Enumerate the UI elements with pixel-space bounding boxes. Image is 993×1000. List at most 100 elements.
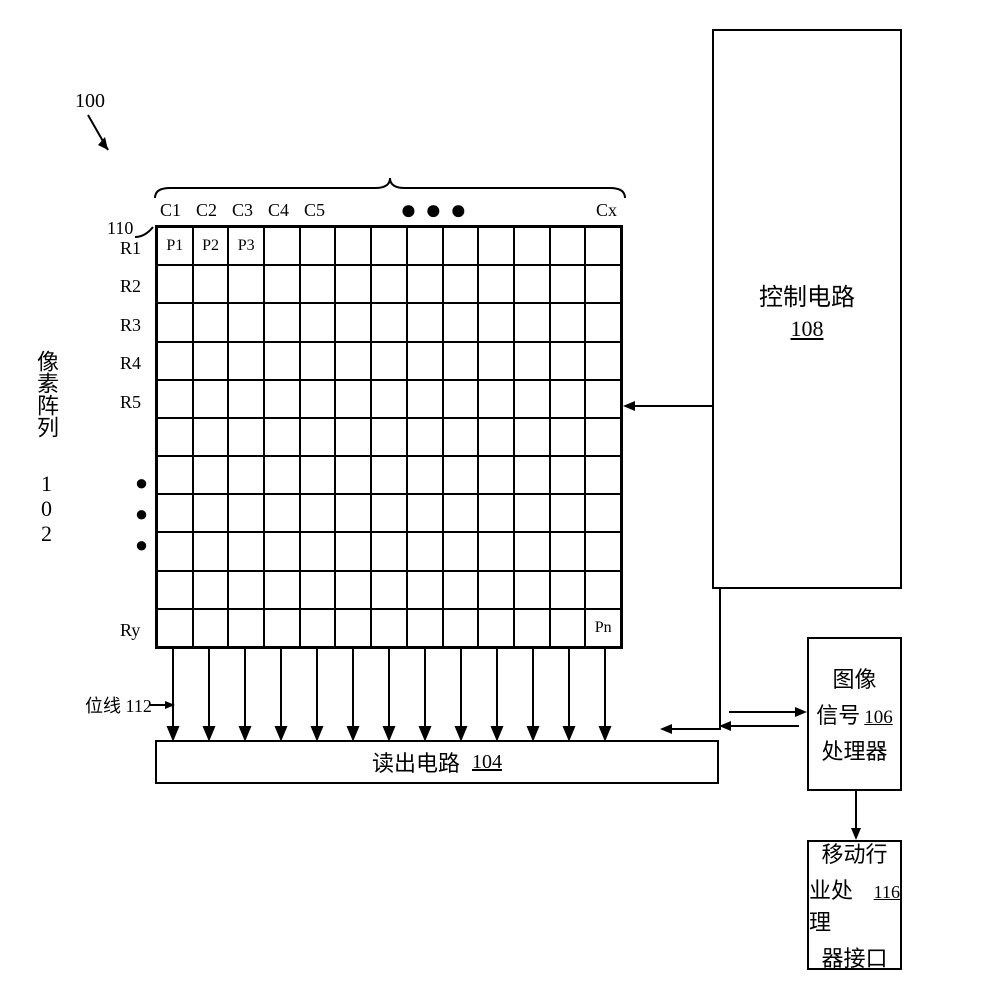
grid-cell (193, 342, 229, 380)
grid-cell (371, 456, 407, 494)
grid-cell (335, 227, 371, 265)
row-dots: ●●● (128, 470, 154, 563)
grid-cell (478, 303, 514, 341)
grid-cell (550, 342, 586, 380)
grid-cell (371, 609, 407, 647)
column-brace (140, 170, 640, 200)
grid-cell (407, 494, 443, 532)
grid-cell (228, 418, 264, 456)
grid-cell (300, 609, 336, 647)
grid-cell (443, 265, 479, 303)
grid-cell (443, 342, 479, 380)
grid-cell (514, 456, 550, 494)
grid-cell (478, 265, 514, 303)
grid-cell (264, 380, 300, 418)
readout-label: 读出电路 (372, 746, 460, 778)
grid-cell (157, 342, 193, 380)
isp-block: 图像 信号 106 处理器 (807, 637, 902, 791)
grid-cell (300, 342, 336, 380)
grid-cell (264, 532, 300, 570)
grid-cell (335, 456, 371, 494)
bit-line-label: 位线 112 (85, 692, 152, 718)
grid-cell (443, 418, 479, 456)
grid-cell (407, 418, 443, 456)
grid-cell (407, 265, 443, 303)
grid-cell (550, 227, 586, 265)
grid-cell (264, 342, 300, 380)
grid-cell (550, 532, 586, 570)
grid-cell (478, 418, 514, 456)
bit-line-arrow (150, 700, 180, 710)
corner-ref: 110 (107, 218, 133, 239)
grid-cell (228, 456, 264, 494)
grid-cell (157, 609, 193, 647)
grid-cell (264, 265, 300, 303)
grid-cell (300, 532, 336, 570)
col-c2: C2 (196, 200, 217, 221)
grid-cell (585, 342, 621, 380)
grid-cell (407, 303, 443, 341)
grid-cell (371, 532, 407, 570)
grid-cell (335, 571, 371, 609)
isp-ref: 106 (864, 707, 893, 729)
grid-cell (371, 418, 407, 456)
col-c3: C3 (232, 200, 253, 221)
control-to-grid-arrow (623, 400, 715, 412)
grid-cell (300, 418, 336, 456)
grid-cell (157, 571, 193, 609)
grid-cell (264, 609, 300, 647)
grid-cell (371, 342, 407, 380)
bit-line-ref: 112 (126, 696, 152, 716)
grid-cell (478, 571, 514, 609)
grid-cell (550, 380, 586, 418)
figure-ref: 100 (75, 90, 105, 113)
grid-cell (478, 494, 514, 532)
grid-cell (335, 532, 371, 570)
grid-cell (193, 265, 229, 303)
grid-cell (443, 227, 479, 265)
grid-cell (550, 456, 586, 494)
grid-cell (407, 342, 443, 380)
row-r2: R2 (120, 276, 141, 297)
grid-cell (228, 303, 264, 341)
grid-cell (193, 418, 229, 456)
isp-l3: 处理器 (821, 734, 887, 766)
grid-cell (371, 303, 407, 341)
grid-cell (478, 380, 514, 418)
pixel-p1: P1 (157, 227, 193, 265)
pixel-p2: P2 (193, 227, 229, 265)
grid-cell (228, 342, 264, 380)
isp-l2: 信号 (816, 698, 860, 730)
row-ry: Ry (120, 620, 140, 641)
grid-cell (478, 227, 514, 265)
grid-cell (157, 456, 193, 494)
grid-cell (335, 609, 371, 647)
grid-cell (514, 571, 550, 609)
grid-cell (157, 265, 193, 303)
mipi-ref: 116 (874, 882, 900, 903)
grid-cell (585, 532, 621, 570)
grid-cell (585, 418, 621, 456)
grid-cell (193, 609, 229, 647)
grid-cell (514, 418, 550, 456)
grid-cell (478, 609, 514, 647)
grid-cell (585, 303, 621, 341)
grid-cell (300, 571, 336, 609)
grid-cell (157, 494, 193, 532)
grid-cell (300, 380, 336, 418)
grid-cell (371, 380, 407, 418)
grid-cell (228, 532, 264, 570)
readout-circuit: 读出电路 104 (155, 740, 719, 784)
grid-to-readout-arrows (155, 649, 625, 744)
grid-cell (228, 609, 264, 647)
row-r1: R1 (120, 238, 141, 259)
mipi-l3: 器接口 (821, 941, 887, 973)
grid-cell (407, 571, 443, 609)
readout-ref: 104 (472, 751, 502, 774)
grid-cell (443, 303, 479, 341)
mipi-block: 移动行 业处理 116 器接口 (807, 840, 902, 970)
grid-cell (443, 609, 479, 647)
grid-cell (193, 303, 229, 341)
grid-cell (371, 571, 407, 609)
grid-cell (335, 303, 371, 341)
